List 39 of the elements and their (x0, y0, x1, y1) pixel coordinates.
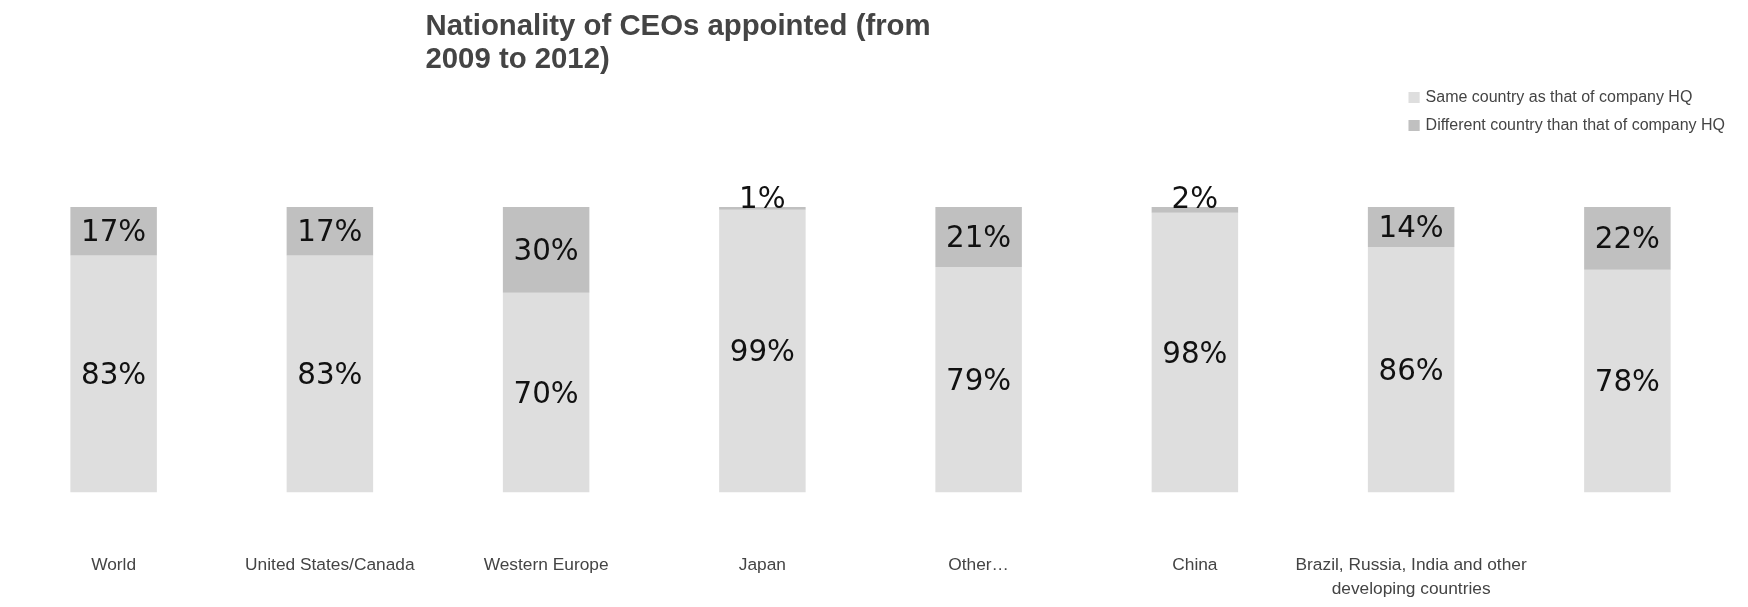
data-label: 2% (1171, 181, 1219, 216)
bar (1151, 212, 1239, 493)
legend-label: Different country than that of company HQ (1425, 116, 1725, 134)
data-label: 78% (1594, 364, 1660, 399)
bar (935, 206, 1022, 267)
data-label: 17% (81, 214, 147, 249)
bar (502, 292, 590, 493)
chart-title: Nationality of CEOs appointed (from 2009 to 2012) (425, 7, 931, 74)
bar (286, 255, 374, 493)
data-label: 83% (81, 357, 147, 392)
data-label: 17% (297, 214, 363, 249)
bar (1151, 206, 1239, 213)
x-tick-label: Other… (948, 553, 1009, 574)
data-label: 99% (729, 334, 795, 369)
bar (1367, 246, 1455, 493)
data-label: 86% (1378, 352, 1444, 387)
bar (1584, 269, 1671, 493)
x-tick-label: China (1172, 553, 1218, 574)
data-label: 30% (513, 232, 579, 267)
bar (719, 206, 806, 210)
bar (1584, 206, 1671, 270)
data-label: 79% (946, 362, 1012, 397)
x-tick-label: Japan (738, 553, 786, 574)
data-label: 1% (739, 181, 786, 216)
bar (502, 206, 590, 293)
bar (70, 255, 157, 493)
x-tick-label: Brazil, Russia, India and other developing countries (1295, 553, 1527, 598)
data-label: 70% (513, 375, 579, 410)
legend-label: Same country as that of company HQ (1425, 88, 1693, 106)
x-tick-label: United States/Canada (245, 553, 416, 574)
data-label: 22% (1594, 221, 1660, 256)
x-tick-label: World (91, 553, 137, 574)
x-tick-label: Western Europe (483, 553, 609, 574)
data-label: 83% (297, 357, 363, 392)
data-label: 98% (1162, 335, 1228, 370)
data-label: 21% (946, 219, 1012, 254)
data-label: 14% (1378, 209, 1444, 244)
bar (935, 266, 1022, 493)
bar (719, 209, 806, 493)
